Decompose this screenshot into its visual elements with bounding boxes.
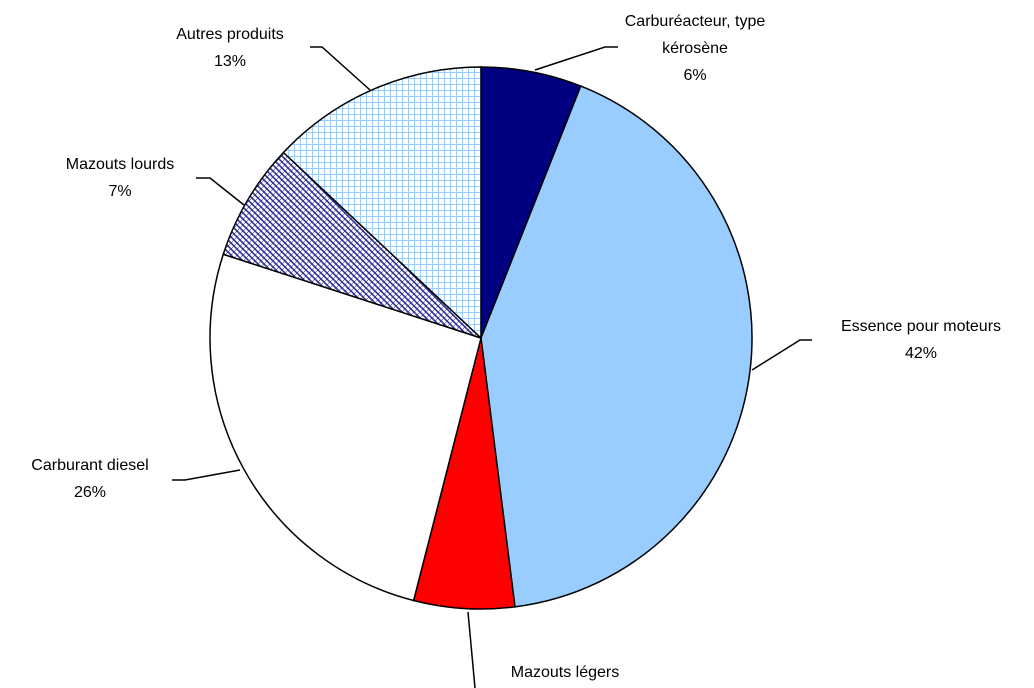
slice-label: Mazouts légers [465,659,665,686]
category-label: Autres produits [176,26,284,43]
leader-line [172,469,241,481]
leader-line [467,611,476,688]
pie-slice [282,66,482,340]
value-label: 7% [108,183,132,200]
slice-label: Carburéacteur, type kérosène 6% [610,8,780,89]
slice-label: Mazouts lourds 7% [35,151,205,205]
category-label: Carburant diesel [31,457,149,474]
leader-line [534,46,618,71]
slice-label: Essence pour moteurs 42% [806,313,1034,367]
leader-line [196,177,245,206]
pie-slice [209,253,482,602]
leader-line [751,339,812,371]
slice-label: Autres produits 13% [145,21,315,75]
value-label: 6% [683,67,707,84]
leader-line [310,46,371,91]
pie-slice [222,151,482,339]
category-label: Essence pour moteurs [840,318,1002,335]
pie-slice [480,85,753,608]
category-label: Carburéacteur, type kérosène [624,13,766,57]
value-label: 13% [213,53,247,70]
category-label: Mazouts lourds [65,156,175,173]
slice-label: Carburant diesel 26% [5,452,175,506]
category-label: Mazouts légers [510,664,620,681]
value-label: 26% [73,484,107,501]
value-label: 42% [904,345,938,362]
